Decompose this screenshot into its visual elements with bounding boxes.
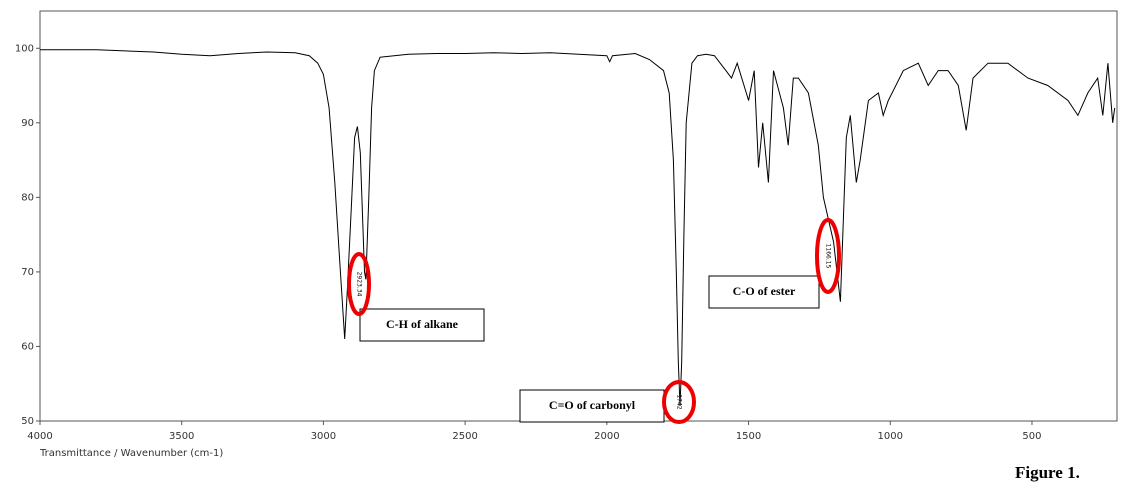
annotation-box xyxy=(708,275,820,309)
y-tick-label: 50 xyxy=(21,416,34,427)
x-tick-label: 1500 xyxy=(736,431,761,442)
peak-label: 1166.15 xyxy=(825,244,832,269)
annotation-text: C-O of ester xyxy=(733,284,796,298)
x-tick-label: 2500 xyxy=(452,431,477,442)
y-tick-label: 60 xyxy=(21,341,34,352)
peak-label: 1742 xyxy=(676,394,683,409)
x-tick-label: 4000 xyxy=(27,431,52,442)
annotation-text: C=O of carbonyl xyxy=(549,398,636,412)
annotation-text: C-H of alkane xyxy=(386,317,459,331)
annotation-circle xyxy=(662,380,696,424)
peak-label: 2923.34 xyxy=(356,272,363,297)
y-tick-label: 80 xyxy=(21,192,34,203)
annotation-circle xyxy=(347,252,371,316)
annotation-box xyxy=(359,308,485,342)
y-tick-label: 70 xyxy=(21,267,34,278)
x-tick-label: 3500 xyxy=(169,431,194,442)
x-tick-label: 3000 xyxy=(311,431,336,442)
annotation-circle xyxy=(815,218,841,294)
x-tick-label: 1000 xyxy=(878,431,903,442)
x-tick-label: 2000 xyxy=(594,431,619,442)
y-tick-label: 90 xyxy=(21,118,34,129)
spectrum-line xyxy=(40,49,1116,407)
x-tick-label: 500 xyxy=(1022,431,1041,442)
y-tick-label: 100 xyxy=(15,43,34,54)
plot-frame xyxy=(39,10,1118,422)
x-axis-label: Transmittance / Wavenumber (cm-1) xyxy=(39,448,223,459)
figure-caption: Figure 1. xyxy=(1015,463,1080,482)
